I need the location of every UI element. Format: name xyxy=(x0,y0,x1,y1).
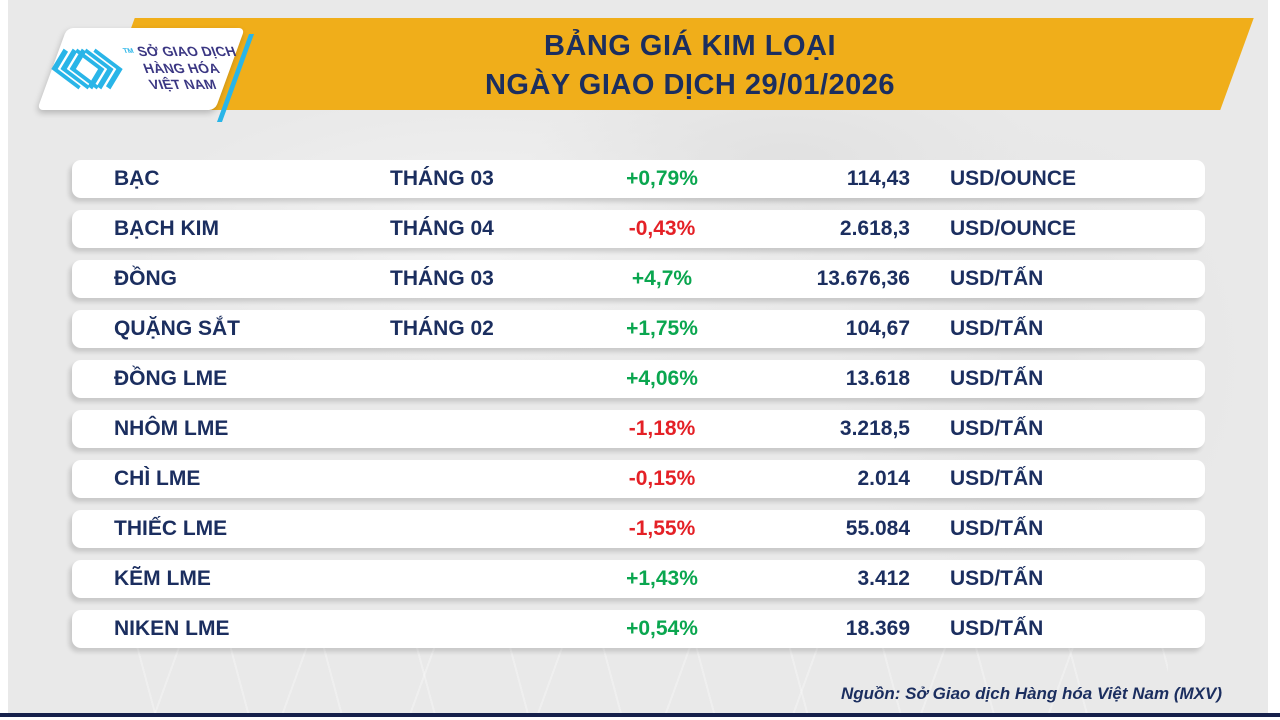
table-row: KẼM LME +1,43% 3.412 USD/TẤN xyxy=(72,560,1205,598)
contract-month: THÁNG 03 xyxy=(390,167,494,190)
price-value: 2.014 xyxy=(857,467,910,490)
mxv-logo-icon xyxy=(51,48,123,90)
commodity-name: NIKEN LME xyxy=(114,617,230,640)
contract-month: THÁNG 04 xyxy=(390,217,494,240)
commodity-name: BẠC xyxy=(114,167,160,190)
commodity-name: NHÔM LME xyxy=(114,417,229,440)
change-percent: +1,43% xyxy=(626,567,698,590)
mxv-logo-text-line2: HÀNG HÓA xyxy=(141,60,222,76)
change-percent: +0,79% xyxy=(626,167,698,190)
price-unit: USD/TẤN xyxy=(950,467,1044,490)
mxv-logo: TM SỞ GIAO DỊCH HÀNG HÓA VIỆT NAM xyxy=(37,28,245,110)
price-value: 3.412 xyxy=(857,567,910,590)
price-value: 2.618,3 xyxy=(839,217,910,240)
change-percent: +4,7% xyxy=(631,267,693,290)
price-value: 18.369 xyxy=(845,617,910,640)
price-unit: USD/TẤN xyxy=(950,367,1044,390)
table-row: ĐỒNG LME +4,06% 13.618 USD/TẤN xyxy=(72,360,1205,398)
price-value: 114,43 xyxy=(846,167,910,190)
page-title: BẢNG GIÁ KIM LOẠI NGÀY GIAO DỊCH 29/01/2… xyxy=(160,27,1220,105)
source-caption: Nguồn: Sở Giao dịch Hàng hóa Việt Nam (M… xyxy=(840,684,1222,703)
table-row: THIẾC LME -1,55% 55.084 USD/TẤN xyxy=(72,510,1205,548)
price-value: 55.084 xyxy=(845,517,910,540)
table-row: QUẶNG SẮT THÁNG 02 +1,75% 104,67 USD/TẤN xyxy=(72,310,1205,348)
contract-month: THÁNG 03 xyxy=(390,267,494,290)
price-unit: USD/OUNCE xyxy=(950,167,1077,190)
commodity-name: KẼM LME xyxy=(114,567,211,590)
price-value: 13.676,36 xyxy=(816,267,910,290)
change-percent: -0,43% xyxy=(628,217,696,240)
trademark-symbol: TM xyxy=(122,48,135,55)
table-row: NHÔM LME -1,18% 3.218,5 USD/TẤN xyxy=(72,410,1205,448)
price-table: BẠC THÁNG 03 +0,79% 114,43 USD/OUNCE BẠC… xyxy=(72,160,1205,648)
table-row: CHÌ LME -0,15% 2.014 USD/TẤN xyxy=(72,460,1205,498)
mxv-logo-text-line1: SỞ GIAO DỊCH xyxy=(135,44,239,60)
commodity-name: BẠCH KIM xyxy=(114,217,219,240)
price-unit: USD/TẤN xyxy=(950,317,1044,340)
price-unit: USD/TẤN xyxy=(950,417,1044,440)
table-row: BẠCH KIM THÁNG 04 -0,43% 2.618,3 USD/OUN… xyxy=(72,210,1205,248)
commodity-name: QUẶNG SẮT xyxy=(114,317,240,340)
commodity-name: ĐỒNG xyxy=(114,267,177,290)
price-value: 3.218,5 xyxy=(839,417,910,440)
price-unit: USD/TẤN xyxy=(950,517,1044,540)
change-percent: +1,75% xyxy=(626,317,698,340)
price-unit: USD/OUNCE xyxy=(950,217,1077,240)
change-percent: -1,55% xyxy=(628,517,696,540)
commodity-name: THIẾC LME xyxy=(114,517,228,540)
price-value: 13.618 xyxy=(845,367,910,390)
background-panel xyxy=(8,0,1268,713)
price-unit: USD/TẤN xyxy=(950,617,1044,640)
table-row: NIKEN LME +0,54% 18.369 USD/TẤN xyxy=(72,610,1205,648)
page-title-line2: NGÀY GIAO DỊCH 29/01/2026 xyxy=(484,69,896,101)
commodity-name: ĐỒNG LME xyxy=(114,367,228,390)
price-unit: USD/TẤN xyxy=(950,567,1044,590)
commodity-name: CHÌ LME xyxy=(114,467,201,490)
change-percent: +4,06% xyxy=(626,367,698,390)
change-percent: +0,54% xyxy=(626,617,698,640)
bottom-bar xyxy=(0,713,1280,717)
change-percent: -0,15% xyxy=(628,467,696,490)
price-value: 104,67 xyxy=(845,317,910,340)
contract-month: THÁNG 02 xyxy=(390,317,494,340)
page-title-line1: BẢNG GIÁ KIM LOẠI xyxy=(543,30,837,62)
table-row: BẠC THÁNG 03 +0,79% 114,43 USD/OUNCE xyxy=(72,160,1205,198)
table-row: ĐỒNG THÁNG 03 +4,7% 13.676,36 USD/TẤN xyxy=(72,260,1205,298)
change-percent: -1,18% xyxy=(628,417,696,440)
price-unit: USD/TẤN xyxy=(950,267,1044,290)
